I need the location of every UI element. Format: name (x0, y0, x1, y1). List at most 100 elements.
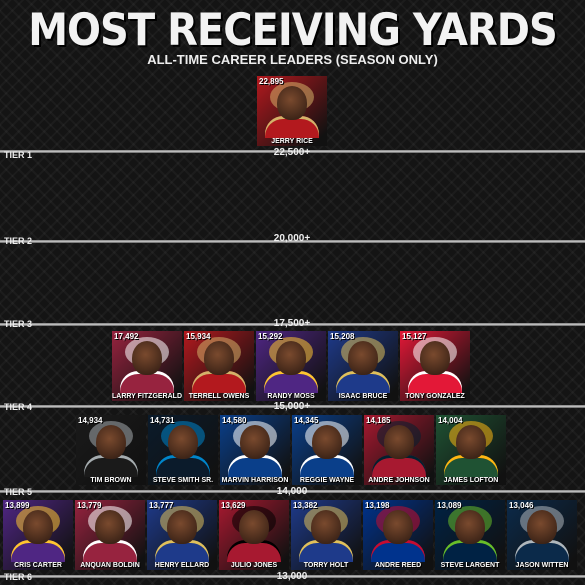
player-yards: 14,185 (366, 416, 391, 425)
player-photo (527, 510, 557, 544)
tier-divider (0, 240, 585, 243)
player-yards: 13,198 (365, 501, 390, 510)
player-yards: 14,580 (222, 416, 247, 425)
player-card: 14,934 TIM BROWN (76, 415, 146, 485)
player-jersey (227, 540, 281, 562)
player-card: 15,292 RANDY MOSS (256, 331, 326, 401)
player-yards: 15,292 (258, 332, 283, 341)
player-yards: 13,382 (293, 501, 318, 510)
player-card: 15,208 ISAAC BRUCE (328, 331, 398, 401)
player-card: 14,345 REGGIE WAYNE (292, 415, 362, 485)
player-jersey (371, 540, 425, 562)
player-name: STEVE LARGENT (440, 562, 500, 569)
player-jersey (372, 455, 426, 477)
tier-value: 22,500+ (273, 147, 311, 158)
player-photo (95, 510, 125, 544)
player-yards: 13,899 (5, 501, 30, 510)
tier-label: TIER 1 (4, 150, 33, 160)
player-yards: 13,089 (437, 501, 462, 510)
page-title: MOST RECEIVING YARDS (28, 4, 558, 57)
player-name: LARRY FITZGERALD (112, 393, 182, 400)
player-card: 15,127 TONY GONZALEZ (400, 331, 470, 401)
tier-divider (0, 405, 585, 408)
tier-value: 17,500+ (273, 318, 311, 329)
player-card: 13,089 STEVE LARGENT (435, 500, 505, 570)
player-photo (348, 341, 378, 375)
tier-label: TIER 2 (4, 236, 33, 246)
player-name: TERRELL OWENS (188, 393, 250, 400)
player-name: TORRY HOLT (303, 562, 349, 569)
player-card: 14,004 JAMES LOFTON (436, 415, 506, 485)
player-jersey (83, 540, 137, 562)
player-photo (384, 425, 414, 459)
player-photo (420, 341, 450, 375)
player-photo (276, 341, 306, 375)
player-jersey (120, 371, 174, 393)
player-photo (23, 510, 53, 544)
player-name: TONY GONZALEZ (405, 393, 465, 400)
player-card: 13,046 JASON WITTEN (507, 500, 577, 570)
player-card: 13,899 CRIS CARTER (3, 500, 73, 570)
player-yards: 13,629 (221, 501, 246, 510)
player-photo (383, 510, 413, 544)
player-photo (311, 510, 341, 544)
player-yards: 15,127 (402, 332, 427, 341)
player-jersey (228, 455, 282, 477)
player-jersey (192, 371, 246, 393)
player-photo (312, 425, 342, 459)
player-name: RANDY MOSS (267, 393, 315, 400)
player-photo (240, 425, 270, 459)
player-jersey (11, 540, 65, 562)
player-card: 17,492 LARRY FITZGERALD (112, 331, 182, 401)
tier-divider (0, 490, 585, 493)
player-jersey (515, 540, 569, 562)
player-photo (96, 425, 126, 459)
player-yards: 14,934 (78, 416, 103, 425)
player-photo (132, 341, 162, 375)
player-card: 13,779 ANQUAN BOLDIN (75, 500, 145, 570)
player-jersey (300, 455, 354, 477)
player-yards: 14,345 (294, 416, 319, 425)
tier-value: 13,000 (276, 571, 308, 582)
player-name: ANDRE JOHNSON (368, 477, 430, 484)
player-jersey (155, 540, 209, 562)
player-name: STEVE SMITH SR. (152, 477, 214, 484)
tier-value: 15,000+ (273, 401, 311, 412)
player-name: MARVIN HARRISON (221, 477, 289, 484)
tier-label: TIER 6 (4, 572, 33, 582)
player-jersey (408, 371, 462, 393)
player-name: ISAAC BRUCE (338, 393, 388, 400)
player-jersey (156, 455, 210, 477)
player-card: 22,895 JERRY RICE (257, 76, 327, 146)
player-jersey (84, 455, 138, 477)
player-card: 13,382 TORRY HOLT (291, 500, 361, 570)
player-name: HENRY ELLARD (154, 562, 210, 569)
player-jersey (444, 455, 498, 477)
player-yards: 14,731 (150, 416, 175, 425)
player-yards: 15,208 (330, 332, 355, 341)
player-card: 14,185 ANDRE JOHNSON (364, 415, 434, 485)
tier-divider (0, 150, 585, 153)
player-yards: 15,934 (186, 332, 211, 341)
player-name: JULIO JONES (230, 562, 278, 569)
player-card: 14,731 STEVE SMITH SR. (148, 415, 218, 485)
player-name: TIM BROWN (90, 477, 132, 484)
player-yards: 14,004 (438, 416, 463, 425)
player-jersey (443, 540, 497, 562)
player-photo (239, 510, 269, 544)
player-card: 13,198 ANDRE REED (363, 500, 433, 570)
player-photo (277, 86, 307, 120)
player-yards: 13,046 (509, 501, 534, 510)
player-name: ANQUAN BOLDIN (80, 562, 140, 569)
page-subtitle: ALL-TIME CAREER LEADERS (SEASON ONLY) (147, 52, 438, 67)
player-name: JERRY RICE (271, 138, 313, 145)
player-card: 13,629 JULIO JONES (219, 500, 289, 570)
player-jersey (265, 116, 319, 138)
player-name: ANDRE REED (374, 562, 422, 569)
tier-divider (0, 323, 585, 326)
player-photo (167, 510, 197, 544)
player-photo (455, 510, 485, 544)
player-jersey (264, 371, 318, 393)
player-name: JASON WITTEN (515, 562, 569, 569)
player-photo (204, 341, 234, 375)
